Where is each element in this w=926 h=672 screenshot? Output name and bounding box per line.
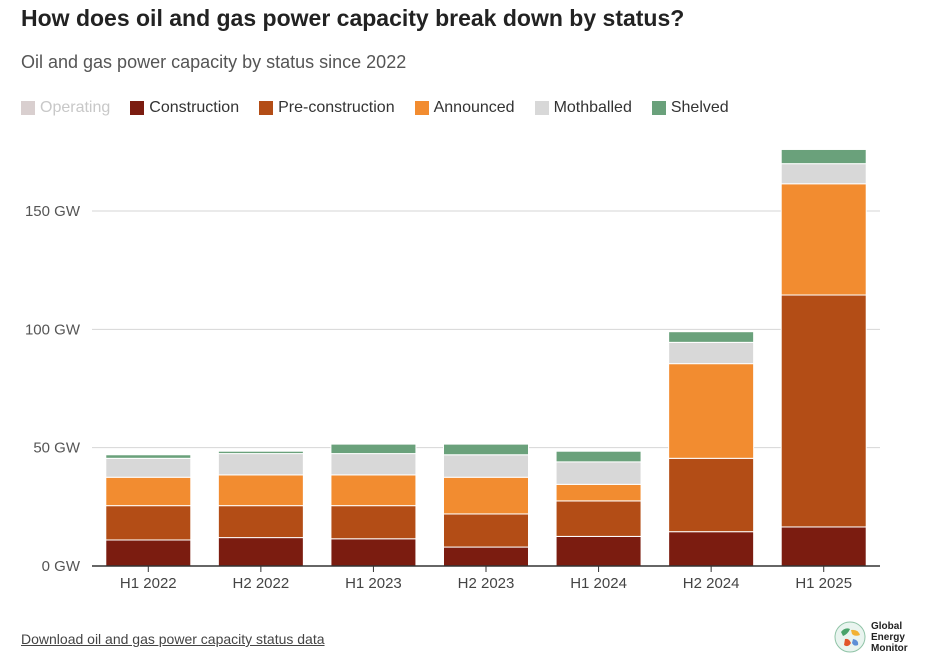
bar-segment[interactable] — [217, 505, 304, 539]
bar-segment[interactable] — [217, 453, 304, 476]
y-tick-label: 50 GW — [33, 440, 81, 457]
y-tick-label: 150 GW — [25, 203, 81, 220]
x-tick-label: H2 2023 — [458, 575, 515, 592]
bar-segment[interactable] — [668, 457, 755, 533]
legend-item-pre-construction[interactable]: Pre-construction — [259, 99, 395, 117]
logo-line: Global — [871, 620, 903, 632]
bar-segment[interactable] — [105, 454, 192, 459]
bar-segment[interactable] — [443, 513, 529, 548]
x-tick-label: H1 2023 — [345, 575, 402, 592]
legend-label: Pre-construction — [278, 99, 395, 116]
bar-segment[interactable] — [330, 474, 417, 507]
bar-segment[interactable] — [555, 483, 642, 502]
bar-segment[interactable] — [555, 450, 642, 463]
bar-segment[interactable] — [780, 148, 867, 165]
bar-segment[interactable] — [668, 341, 755, 365]
legend-swatch — [259, 101, 274, 115]
legend: Operating Construction Pre-construction … — [21, 99, 749, 117]
x-tick-label: H1 2022 — [120, 575, 177, 592]
legend-item-operating[interactable]: Operating — [21, 99, 110, 117]
legend-item-shelved[interactable]: Shelved — [651, 99, 729, 117]
legend-item-announced[interactable]: Announced — [414, 99, 515, 117]
bar-segment[interactable] — [105, 457, 192, 478]
legend-swatch — [414, 101, 429, 115]
y-tick-label: 0 GW — [42, 558, 81, 575]
legend-item-construction[interactable]: Construction — [130, 99, 239, 117]
bar-segment[interactable] — [443, 546, 529, 567]
stacked-bar-chart: 0 GW 50 GW 100 GW 150 GW H1 2022 H2 2022 H1 20… — [25, 148, 880, 592]
chart-title: How does oil and gas power capacity brea… — [21, 5, 685, 31]
x-tick-label: H2 2024 — [683, 575, 740, 592]
legend-item-mothballed[interactable]: Mothballed — [534, 99, 632, 117]
bar-segment[interactable] — [330, 538, 417, 567]
bar-segment[interactable] — [217, 474, 304, 507]
logo-text: Global Energy Monitor — [871, 621, 908, 654]
legend-swatch — [130, 101, 145, 115]
bar-segment[interactable] — [780, 294, 867, 528]
legend-swatch — [534, 101, 549, 115]
bar-segment[interactable] — [780, 526, 867, 567]
download-data-link[interactable]: Download oil and gas power capacity stat… — [21, 631, 325, 647]
bar-segment[interactable] — [668, 363, 755, 459]
bar-segment[interactable] — [555, 500, 642, 537]
bar-segment[interactable] — [105, 505, 192, 541]
bar-segment[interactable] — [330, 505, 417, 540]
bar-segment[interactable] — [555, 535, 642, 567]
globe-icon — [834, 621, 866, 653]
bar-segment[interactable] — [443, 476, 529, 515]
logo-line: Monitor — [871, 642, 908, 654]
bar-segment[interactable] — [780, 183, 867, 296]
bar-segment[interactable] — [780, 163, 867, 185]
bar-segment[interactable] — [330, 453, 417, 476]
bar-segment[interactable] — [668, 331, 755, 343]
bar-segment[interactable] — [668, 531, 755, 567]
x-tick-label: H1 2024 — [570, 575, 627, 592]
legend-label: Construction — [149, 99, 240, 116]
chart-subtitle: Oil and gas power capacity by status sin… — [21, 52, 407, 72]
bar-segment[interactable] — [217, 450, 304, 455]
legend-label: Announced — [433, 99, 515, 116]
bar-segment[interactable] — [555, 461, 642, 485]
legend-label: Mothballed — [553, 99, 632, 116]
x-tick-label: H2 2022 — [232, 575, 289, 592]
legend-label: Operating — [40, 99, 111, 116]
legend-swatch — [21, 101, 35, 115]
y-tick-label: 100 GW — [25, 321, 81, 338]
logo-line: Energy — [871, 631, 905, 643]
bar-segment[interactable] — [105, 539, 192, 567]
bar-segment[interactable] — [105, 476, 192, 507]
bar-segment[interactable] — [217, 537, 304, 567]
legend-label: Shelved — [670, 99, 729, 116]
bar-segment[interactable] — [443, 454, 529, 478]
x-tick-label: H1 2025 — [795, 575, 852, 592]
legend-swatch — [651, 101, 666, 115]
bar-segment[interactable] — [330, 443, 417, 455]
global-energy-monitor-logo: Global Energy Monitor — [833, 620, 908, 654]
bar-segment[interactable] — [443, 443, 529, 456]
